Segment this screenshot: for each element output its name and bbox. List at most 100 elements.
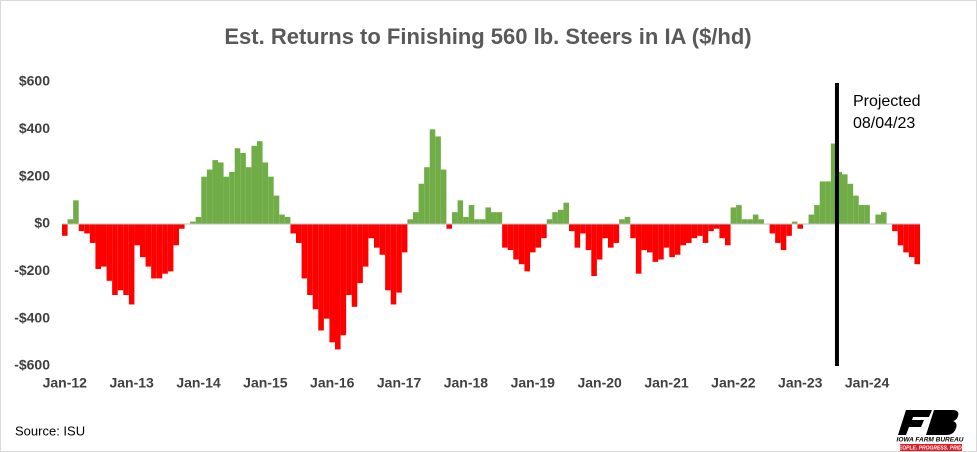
- bar: [658, 224, 664, 260]
- bar: [62, 224, 68, 236]
- bar: [457, 200, 464, 224]
- bar: [312, 224, 319, 310]
- bar: [897, 224, 904, 246]
- bar: [881, 212, 887, 224]
- logo-band: [900, 444, 962, 451]
- bar: [123, 224, 129, 295]
- y-tick-label: $600: [19, 73, 50, 89]
- bar: [357, 224, 363, 284]
- bar: [262, 162, 269, 224]
- x-tick-label: Jan-24: [845, 375, 890, 391]
- bar: [151, 224, 157, 279]
- y-tick-label: -$200: [14, 262, 50, 278]
- bar: [613, 224, 620, 243]
- bar: [513, 224, 519, 260]
- bar: [908, 224, 915, 258]
- bar: [535, 224, 542, 248]
- bar: [641, 224, 647, 251]
- bar: [296, 224, 302, 243]
- bar: [78, 224, 85, 232]
- bar: [179, 224, 185, 229]
- bar: [619, 219, 625, 224]
- logo: IOWA FARM BUREAU PEOPLE. PROGRESS. PRIDE…: [896, 410, 966, 451]
- bar: [335, 224, 341, 350]
- bar: [635, 224, 642, 274]
- bar: [407, 219, 413, 224]
- bar: [195, 216, 202, 224]
- logo-b: [926, 410, 959, 435]
- bar: [624, 216, 631, 224]
- x-tick-label: Jan-13: [109, 375, 154, 391]
- bar: [847, 183, 854, 224]
- chart-title: Est. Returns to Finishing 560 lb. Steers…: [224, 24, 751, 49]
- bar: [691, 224, 698, 239]
- bar: [819, 181, 826, 224]
- bar: [201, 176, 207, 224]
- bar: [580, 224, 586, 234]
- bar: [167, 224, 174, 272]
- x-tick-label: Jan-18: [444, 375, 489, 391]
- bar: [914, 224, 920, 265]
- bar: [524, 224, 530, 272]
- bar: [680, 224, 686, 246]
- bar: [557, 209, 564, 224]
- bar: [279, 214, 285, 224]
- bar: [229, 171, 235, 224]
- bar: [808, 214, 815, 224]
- bar: [836, 171, 842, 224]
- y-tick-label: -$400: [14, 309, 50, 325]
- bar: [452, 212, 458, 224]
- bar: [713, 224, 720, 229]
- bar: [864, 205, 870, 224]
- bar: [323, 224, 330, 319]
- bar: [128, 224, 135, 305]
- bar: [362, 224, 369, 267]
- bar: [435, 136, 441, 224]
- bar: [95, 224, 101, 269]
- x-tick-label: Jan-21: [644, 375, 689, 391]
- x-tick-label: Jan-22: [711, 375, 756, 391]
- bar: [769, 224, 776, 234]
- bar: [424, 167, 430, 224]
- bar: [257, 141, 263, 224]
- bar: [791, 221, 798, 224]
- bar: [758, 219, 764, 224]
- bar: [206, 169, 213, 224]
- bar: [351, 224, 358, 307]
- bar: [446, 224, 452, 229]
- bar: [702, 224, 709, 243]
- bar: [318, 224, 324, 331]
- bar: [552, 212, 558, 224]
- bar: [84, 224, 90, 234]
- bar: [240, 153, 246, 224]
- bar: [730, 207, 737, 224]
- bar: [507, 224, 514, 251]
- bar: [825, 181, 831, 224]
- x-tick-label: Jan-14: [176, 375, 221, 391]
- bar: [67, 219, 74, 224]
- y-tick-label: $200: [19, 167, 50, 183]
- bar: [502, 224, 508, 248]
- bar: [268, 176, 274, 224]
- bar: [463, 216, 469, 224]
- bar: [117, 224, 124, 291]
- bar: [814, 205, 820, 224]
- y-tick-label: $400: [19, 120, 50, 136]
- bar: [663, 224, 670, 248]
- bar: [390, 224, 397, 305]
- bar: [223, 176, 230, 224]
- bar: [73, 200, 79, 224]
- bar: [234, 148, 241, 224]
- bar: [780, 224, 787, 251]
- bar: [245, 167, 252, 224]
- bar: [479, 219, 486, 224]
- bar: [596, 224, 603, 260]
- x-tick-label: Jan-15: [243, 375, 288, 391]
- logo-name: IOWA FARM BUREAU: [897, 437, 964, 444]
- bar: [140, 224, 146, 258]
- bar: [173, 224, 179, 246]
- bar: [630, 224, 636, 239]
- bar: [413, 212, 419, 224]
- x-tick-label: Jan-17: [377, 375, 422, 391]
